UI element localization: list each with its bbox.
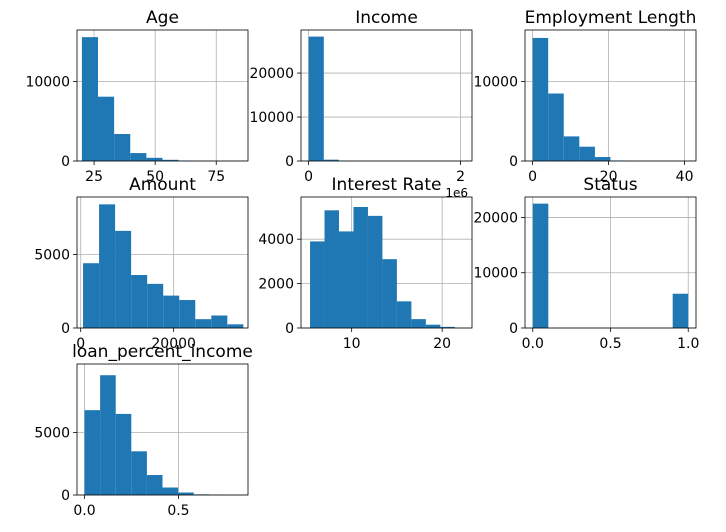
axes-frame (300, 196, 473, 329)
histogram-bar (98, 96, 115, 161)
histogram-bar (672, 293, 689, 328)
y-tick-label: 10000 (473, 266, 518, 282)
y-tick-label: 20000 (473, 210, 518, 226)
histogram-bar (131, 275, 148, 328)
histogram-bar (339, 231, 354, 328)
histogram-panel: 0 2 0 10000 20000 1e6 Income (249, 8, 473, 200)
histogram-bar (308, 36, 324, 161)
histogram-bar (227, 324, 244, 328)
histogram-bar (99, 204, 116, 328)
x-tick-label: 0.5 (167, 503, 189, 519)
chart-title: Amount (129, 175, 196, 195)
histogram-bar (323, 159, 339, 161)
chart-title: Age (146, 8, 179, 28)
histogram-bar (594, 157, 611, 161)
y-tick-label: 4000 (258, 232, 294, 248)
histogram-bar (425, 324, 441, 328)
x-tick-label: 20 (433, 336, 451, 352)
histogram-bar (532, 203, 549, 328)
histogram-bar (440, 326, 455, 328)
y-tick-label: 2000 (258, 277, 294, 293)
x-tick-label: 0.5 (599, 336, 621, 352)
histogram-bar (310, 241, 325, 328)
histogram-bar (131, 451, 147, 495)
y-tick-label: 0 (285, 154, 294, 170)
chart-title: loan_percent_income (72, 342, 253, 362)
y-tick-label: 10000 (473, 75, 518, 91)
histogram-bar (382, 259, 397, 328)
histogram-bar (146, 157, 163, 161)
x-tick-label: 20 (600, 169, 618, 185)
histogram-bar (353, 206, 368, 328)
x-tick-label: 75 (207, 169, 225, 185)
x-tick-label: 0 (528, 169, 537, 185)
x-tick-label: 0 (76, 336, 85, 352)
histogram-bar (195, 319, 212, 328)
histogram-bar (100, 375, 116, 495)
y-tick-label: 0 (509, 321, 518, 337)
histogram-bar (579, 146, 595, 161)
y-tick-label: 5000 (34, 247, 70, 263)
y-tick-label: 0 (61, 488, 70, 504)
histogram-bar (532, 37, 549, 161)
histogram-bar (114, 134, 131, 161)
chart-title: Income (355, 8, 418, 28)
histogram-bar (115, 413, 132, 495)
histogram-bar (163, 295, 180, 328)
histogram-bar (147, 283, 164, 328)
histogram-bar (367, 215, 383, 328)
axes-frame (76, 196, 249, 329)
histogram-panel: 25 50 75 0 10000 Age (25, 8, 249, 185)
histogram-bar (211, 315, 228, 328)
y-tick-label: 5000 (34, 426, 70, 442)
histogram-bar (84, 410, 101, 495)
histogram-bar (81, 37, 99, 161)
x-tick-label: 0 (304, 169, 313, 185)
chart-title: Status (583, 175, 637, 195)
y-tick-label: 0 (285, 321, 294, 337)
histogram-panel: 0.0 0.5 1.0 0 10000 20000 Status (473, 175, 699, 352)
x-tick-label: 0.0 (73, 503, 95, 519)
x-tick-label: 25 (85, 169, 103, 185)
y-tick-label: 10000 (25, 75, 70, 91)
histogram-bar (130, 153, 147, 161)
histogram-bar (146, 475, 163, 495)
y-tick-label: 0 (61, 321, 70, 337)
histogram-bar (178, 492, 194, 495)
y-tick-label: 0 (509, 154, 518, 170)
x-tick-label: 10 (343, 336, 361, 352)
axes-frame (76, 29, 249, 162)
y-tick-label: 10000 (249, 110, 294, 126)
chart-title: Interest Rate (332, 175, 442, 195)
y-tick-label: 20000 (249, 66, 294, 82)
axes-frame (524, 29, 697, 162)
axis-offset-text: 1e6 (445, 186, 468, 200)
histogram-bar (411, 319, 426, 328)
histogram-panel: 0 20000 0 5000 Amount (34, 175, 249, 352)
axes-frame (76, 363, 249, 496)
x-tick-label: 1.0 (677, 336, 699, 352)
histogram-panel: 10 20 0 2000 4000 Interest Rate (258, 175, 473, 352)
x-tick-label: 50 (146, 169, 164, 185)
y-tick-label: 0 (61, 154, 70, 170)
histogram-bar (396, 301, 412, 328)
x-tick-label: 0.0 (522, 336, 544, 352)
histogram-bar (162, 159, 179, 161)
histogram-bar (324, 210, 339, 328)
x-tick-label: 40 (676, 169, 694, 185)
axes-frame (300, 29, 473, 162)
x-tick-label: 2 (456, 169, 465, 185)
histogram-panel: 0.0 0.5 0 5000 loan_percent_income (34, 342, 252, 519)
histogram-panel: 0 20 40 0 10000 Employment Length (473, 8, 697, 185)
chart-title: Employment Length (525, 8, 697, 28)
histogram-bar (179, 300, 196, 328)
histogram-bar (83, 263, 100, 328)
histogram-bar (162, 487, 179, 495)
histogram-bar (548, 93, 564, 161)
histogram-bar (115, 230, 132, 328)
histogram-bar (563, 136, 580, 161)
x-tick-label: 20000 (151, 336, 196, 352)
